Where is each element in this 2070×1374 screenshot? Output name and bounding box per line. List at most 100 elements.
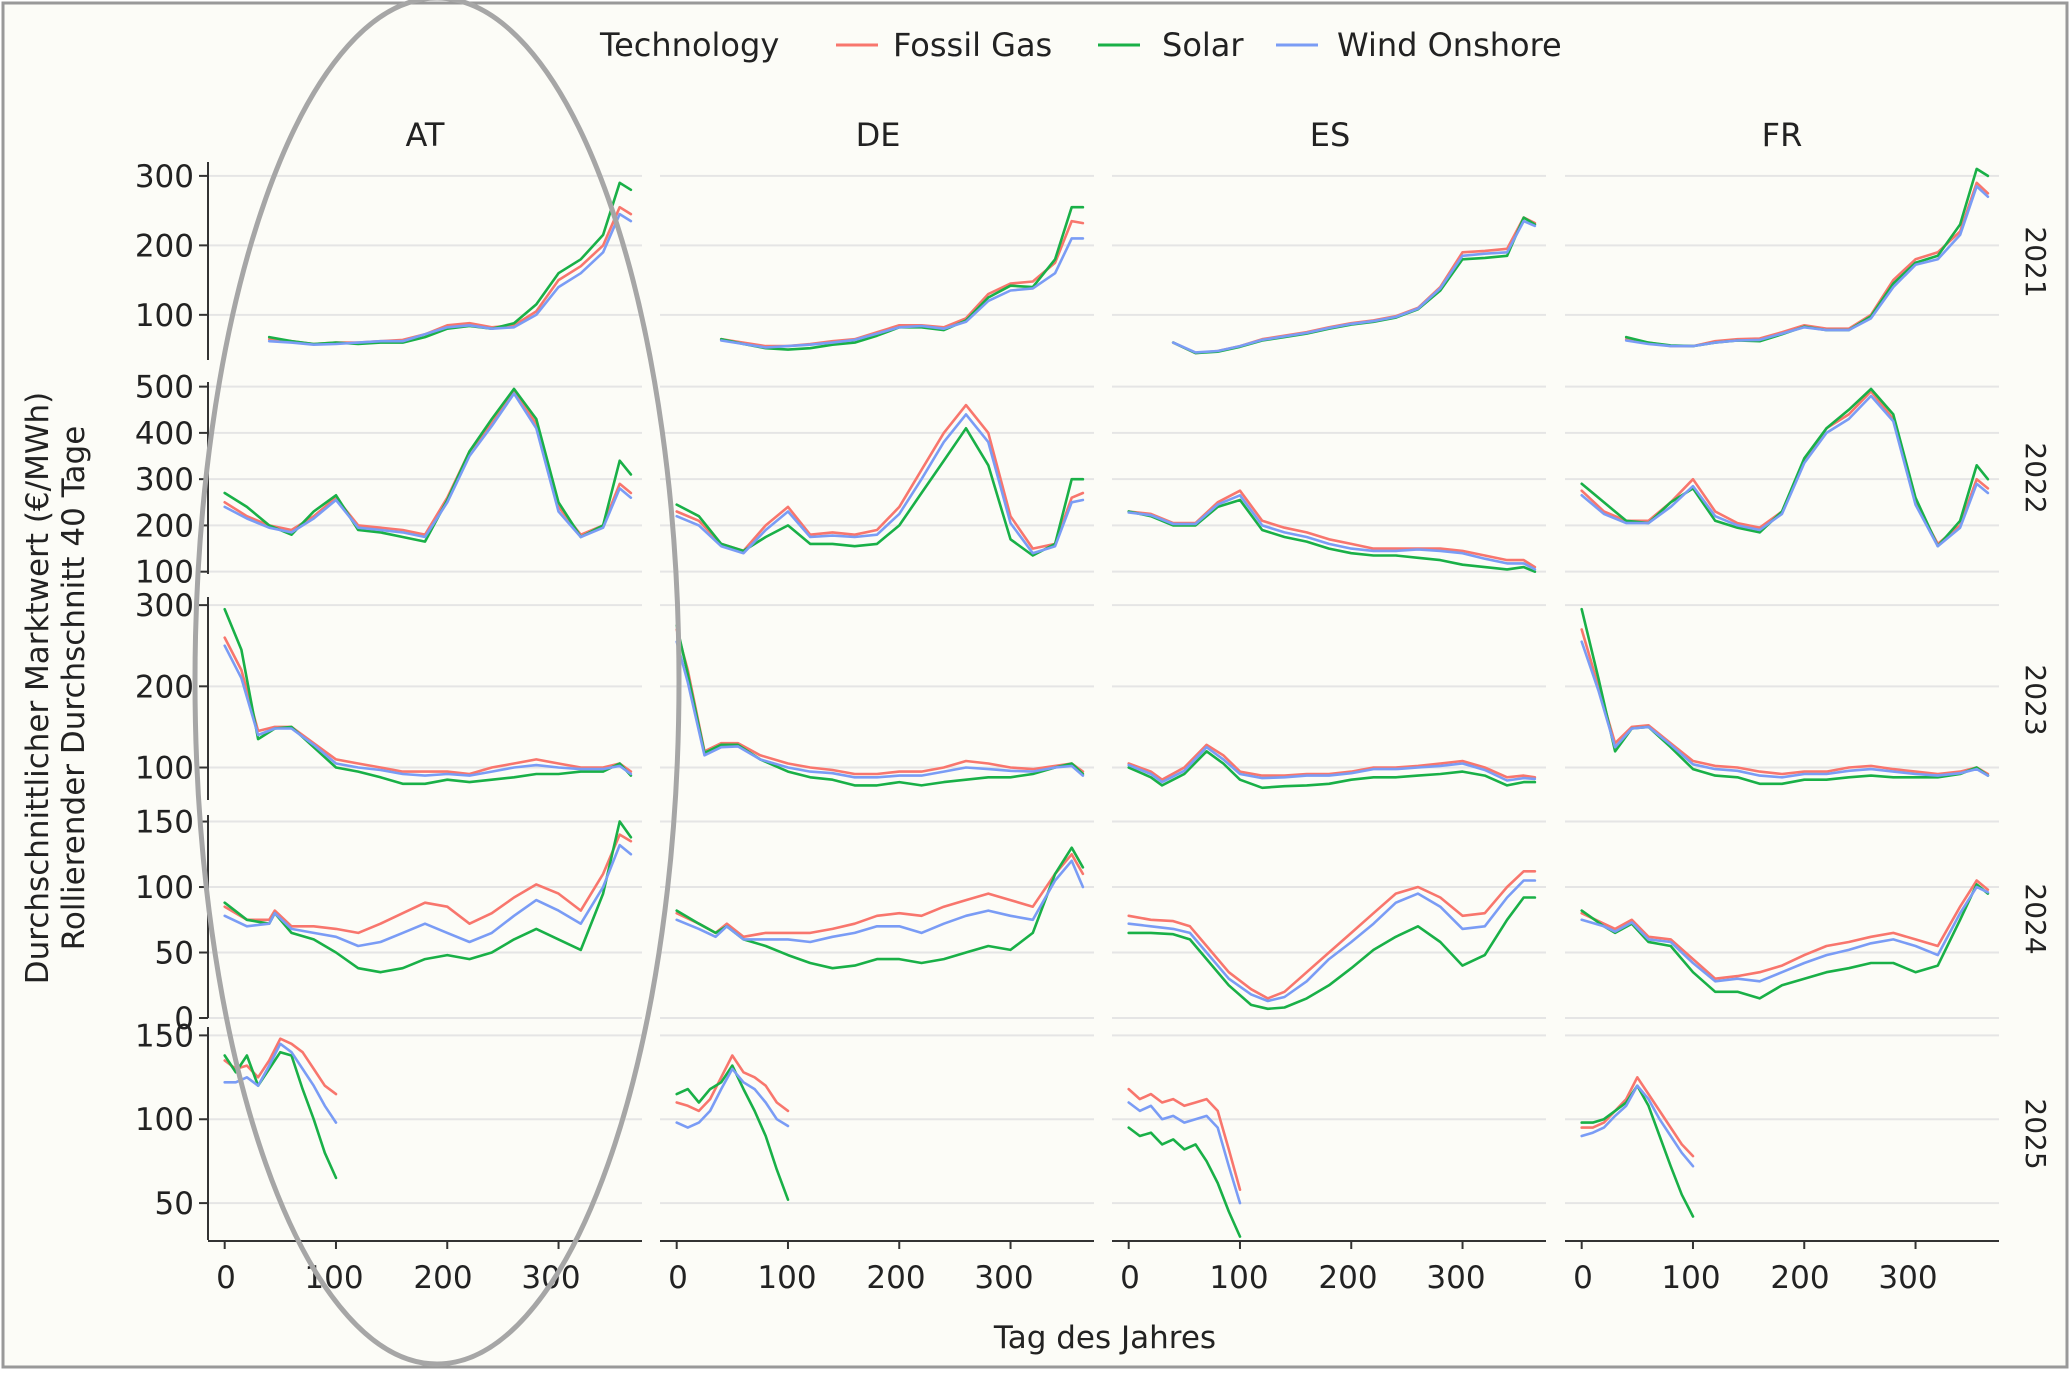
- y-tick-label-2022-500: 500: [135, 370, 194, 406]
- panel-fr-2021: [1565, 167, 1999, 348]
- panel-fr-2024: [1565, 820, 1999, 1019]
- x-tick-label-es-300: 300: [1426, 1260, 1485, 1296]
- y-tick-label-2025-100: 100: [135, 1102, 194, 1138]
- column-label-es: ES: [1310, 116, 1351, 154]
- column-label-at: AT: [406, 116, 445, 154]
- series-line-fossil-gas-de-2024: [675, 853, 1085, 939]
- column-label-fr: FR: [1762, 116, 1803, 154]
- series-line-solar-es-2023: [1127, 750, 1537, 790]
- row-label-2025: 2025: [2019, 1098, 2052, 1169]
- series-line-wind-onshore-fr-2025: [1580, 1084, 1695, 1168]
- series-line-wind-onshore-de-2022: [675, 413, 1085, 555]
- column-labels: AT DE ES FR: [406, 116, 1803, 154]
- y-tick-label-2024-150: 150: [135, 805, 194, 841]
- x-tick-label-de-0: 0: [668, 1260, 688, 1296]
- series-line-fossil-gas-fr-2024: [1580, 879, 1990, 980]
- row-labels: 2021 2022 2023 2024 2025: [2019, 226, 2052, 1169]
- series-line-solar-at-2025: [223, 1050, 338, 1180]
- panel-at-2022: 100 200 300 400 500: [135, 370, 642, 591]
- panel-de-2025: [660, 1034, 1094, 1249]
- y-tick-label-2021-200: 200: [135, 228, 194, 264]
- row-label-2023: 2023: [2019, 664, 2052, 735]
- panel-fr-2025: [1565, 1034, 1999, 1249]
- y-tick-label-2022-100: 100: [135, 555, 194, 591]
- x-axis-ticklabels: 0 100 200 300 0 100 200 300 0 100 200 30…: [216, 1260, 1937, 1296]
- y-tick-label-2023-200: 200: [135, 669, 194, 705]
- y-tick-label-2024-100: 100: [135, 870, 194, 906]
- series-line-wind-onshore-fr-2022: [1580, 394, 1990, 548]
- x-tick-label-fr-300: 300: [1878, 1260, 1937, 1296]
- x-tick-label-fr-200: 200: [1770, 1260, 1829, 1296]
- column-label-de: DE: [856, 116, 901, 154]
- series-line-wind-onshore-fr-2021: [1624, 185, 1990, 348]
- series-line-wind-onshore-at-2023: [223, 644, 633, 777]
- panel-at-2025: 50 100 150: [135, 1018, 642, 1249]
- panel-fr-2022: [1565, 385, 1999, 573]
- x-axis-title: Tag des Jahres: [993, 1320, 1216, 1356]
- x-tick-label-es-200: 200: [1318, 1260, 1377, 1296]
- panel-at-2021: 100 200 300: [135, 159, 642, 360]
- series-line-wind-onshore-fr-2023: [1580, 640, 1990, 779]
- panel-at-2023: 100 200 300: [135, 588, 642, 800]
- y-tick-label-2022-200: 200: [135, 508, 194, 544]
- panels: 1002003001002003004005001002003000501001…: [135, 159, 1999, 1249]
- series-line-fossil-gas-fr-2023: [1580, 628, 1990, 776]
- series-line-wind-onshore-at-2021: [267, 212, 633, 346]
- panel-at-2024: 0 50 100 150: [135, 805, 642, 1037]
- x-tick-label-fr-100: 100: [1661, 1260, 1720, 1296]
- series-line-wind-onshore-es-2022: [1127, 494, 1537, 571]
- row-label-2022: 2022: [2019, 442, 2052, 513]
- series-line-wind-onshore-es-2021: [1171, 219, 1537, 354]
- series-line-fossil-gas-at-2024: [223, 833, 633, 935]
- series-line-fossil-gas-es-2024: [1127, 870, 1537, 1000]
- panel-de-2022: [660, 385, 1094, 573]
- panel-es-2025: [1112, 1034, 1546, 1249]
- legend-title: Technology: [599, 26, 779, 64]
- series-line-fossil-gas-de-2022: [675, 403, 1085, 553]
- series-line-wind-onshore-es-2023: [1127, 745, 1537, 784]
- series-line-fossil-gas-fr-2025: [1580, 1076, 1695, 1158]
- panel-de-2021: [660, 174, 1094, 351]
- y-tick-label-2021-300: 300: [135, 159, 194, 195]
- y-tick-label-2022-400: 400: [135, 416, 194, 452]
- series-line-wind-onshore-de-2021: [719, 237, 1085, 349]
- series-line-solar-es-2024: [1127, 896, 1537, 1011]
- x-tick-label-at-0: 0: [216, 1260, 236, 1296]
- panel-es-2023: [1112, 604, 1546, 790]
- series-line-wind-onshore-de-2024: [675, 859, 1085, 944]
- y-axis-title: Durchschnittlicher Marktwert (€/MWh) Rol…: [20, 392, 92, 984]
- series-line-fossil-gas-es-2023: [1127, 743, 1537, 781]
- legend-label-solar: Solar: [1162, 26, 1244, 64]
- series-line-solar-de-2025: [675, 1064, 790, 1201]
- panel-de-2024: [660, 820, 1094, 1019]
- y-tick-label-2023-100: 100: [135, 751, 194, 787]
- series-line-fossil-gas-at-2025: [223, 1037, 338, 1096]
- series-line-fossil-gas-de-2025: [675, 1054, 790, 1113]
- x-tick-label-es-100: 100: [1209, 1260, 1268, 1296]
- legend-label-wind-onshore: Wind Onshore: [1337, 26, 1562, 64]
- row-label-2021: 2021: [2019, 226, 2052, 297]
- series-line-wind-onshore-es-2025: [1127, 1101, 1242, 1205]
- panel-es-2022: [1112, 385, 1546, 573]
- series-line-solar-es-2025: [1127, 1126, 1242, 1238]
- x-tick-label-de-200: 200: [866, 1260, 925, 1296]
- y-tick-label-2024-0: 0: [174, 1001, 194, 1037]
- legend-label-fossil-gas: Fossil Gas: [893, 26, 1052, 64]
- series-line-wind-onshore-es-2024: [1127, 879, 1537, 1003]
- highlight-ellipse-at-column: [192, 0, 682, 1367]
- x-tick-label-at-200: 200: [413, 1260, 472, 1296]
- x-tick-label-fr-0: 0: [1573, 1260, 1593, 1296]
- x-tick-label-at-300: 300: [521, 1260, 580, 1296]
- series-line-fossil-gas-de-2023: [675, 628, 1085, 776]
- series-line-wind-onshore-at-2024: [223, 843, 633, 948]
- y-tick-label-2022-300: 300: [135, 462, 194, 498]
- series-line-wind-onshore-at-2022: [223, 392, 633, 539]
- row-label-2024: 2024: [2019, 883, 2052, 954]
- panel-es-2024: [1112, 820, 1546, 1019]
- y-tick-label-2023-300: 300: [135, 588, 194, 624]
- panel-de-2023: [660, 604, 1094, 787]
- y-axis-title-line-1: Durchschnittlicher Marktwert (€/MWh): [20, 392, 56, 984]
